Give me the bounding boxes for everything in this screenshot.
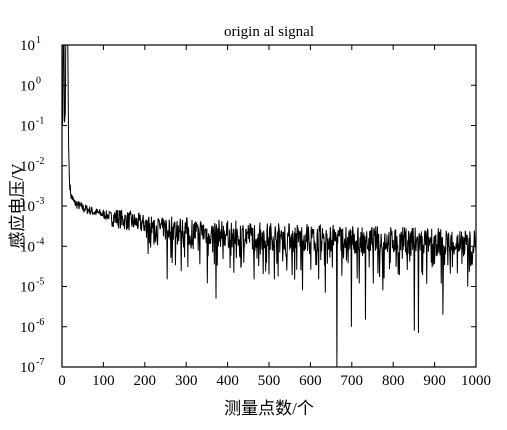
x-tick-label-700: 700 <box>341 373 364 389</box>
x-tick-label-400: 400 <box>216 373 239 389</box>
signal-layer <box>61 44 477 368</box>
y-tick-label-base: 10 <box>20 78 35 94</box>
y-tick-label-0: 10 <box>20 360 35 376</box>
y-tick-label-2: 10 <box>20 280 35 296</box>
y-tick-label-base: 10 <box>20 159 35 175</box>
y-tick-label-exponent-1: -6 <box>36 317 44 328</box>
x-axis: 0 100 200 300 400 500 600 700 800 900 1000 <box>58 45 491 389</box>
x-tick-label-200: 200 <box>134 373 157 389</box>
signal-line <box>61 44 477 368</box>
x-tick-label-0: 0 <box>58 373 66 389</box>
x-axis-title: 测量点数/个 <box>224 399 314 418</box>
y-tick-label-exponent-4: -3 <box>36 196 44 207</box>
y-tick-label-exponent-3: -4 <box>36 236 44 247</box>
y-tick-label-3: 10 <box>20 239 35 255</box>
x-tick-label-100: 100 <box>92 373 115 389</box>
x-tick-label-1000: 1000 <box>461 373 491 389</box>
y-tick-label-6: 10 <box>20 119 35 135</box>
y-tick-label-exponent-7: 0 <box>36 75 41 86</box>
y-tick-label-1: 10 <box>20 320 35 336</box>
y-tick-label-exponent-5: -2 <box>36 156 44 167</box>
x-tick-label-500: 500 <box>258 373 281 389</box>
x-tick-label-300: 300 <box>175 373 198 389</box>
y-axis-title: 感应电压/V <box>8 163 27 249</box>
y-tick-label-base: 10 <box>20 239 35 255</box>
y-tick-label-base: 10 <box>20 320 35 336</box>
y-tick-label-exponent-0: -7 <box>36 357 44 368</box>
y-tick-label-7: 10 <box>20 78 35 94</box>
y-tick-label-8: 10 <box>20 38 35 54</box>
y-tick-label-exponent-6: -1 <box>36 116 44 127</box>
y-tick-label-5: 10 <box>20 159 35 175</box>
x-tick-label-800: 800 <box>382 373 405 389</box>
y-tick-label-exponent-8: 1 <box>36 35 41 46</box>
x-tick-label-600: 600 <box>299 373 322 389</box>
y-tick-label-base: 10 <box>20 119 35 135</box>
y-tick-label-base: 10 <box>20 38 35 54</box>
x-tick-label-900: 900 <box>423 373 446 389</box>
chart-title: origin al signal <box>224 24 314 40</box>
y-tick-label-base: 10 <box>20 199 35 215</box>
y-tick-label-exponent-2: -5 <box>36 277 44 288</box>
y-tick-label-base: 10 <box>20 360 35 376</box>
y-tick-label-base: 10 <box>20 280 35 296</box>
y-tick-label-4: 10 <box>20 199 35 215</box>
